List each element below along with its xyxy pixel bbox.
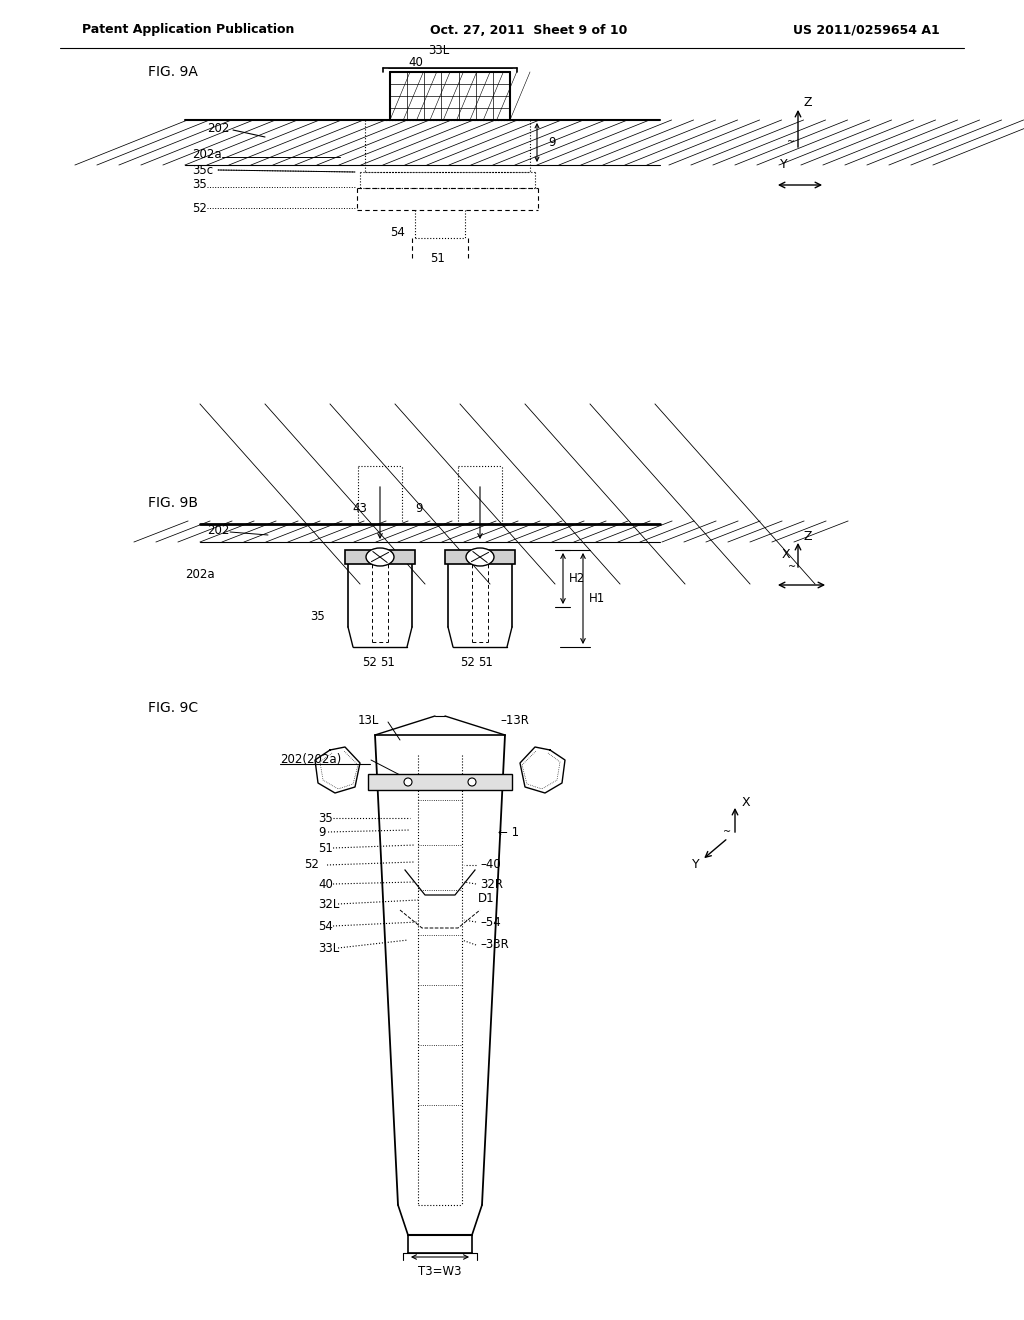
- Text: ← 1: ← 1: [498, 825, 519, 838]
- Text: Oct. 27, 2011  Sheet 9 of 10: Oct. 27, 2011 Sheet 9 of 10: [430, 24, 628, 37]
- Bar: [185, 120, 660, 165]
- Text: Z: Z: [804, 96, 812, 110]
- Text: 202a: 202a: [193, 149, 221, 161]
- Ellipse shape: [366, 548, 394, 566]
- Text: Z: Z: [804, 531, 812, 544]
- Text: Y: Y: [780, 158, 787, 172]
- FancyBboxPatch shape: [445, 550, 515, 564]
- Text: 32R: 32R: [480, 878, 503, 891]
- Text: H1: H1: [589, 593, 605, 606]
- Text: 35: 35: [193, 178, 207, 191]
- Text: D1: D1: [478, 892, 495, 906]
- Text: 32L: 32L: [318, 898, 339, 911]
- Text: 51: 51: [380, 656, 395, 668]
- Text: US 2011/0259654 A1: US 2011/0259654 A1: [794, 24, 940, 37]
- Circle shape: [468, 777, 476, 785]
- Text: 52: 52: [304, 858, 318, 871]
- Text: 33L: 33L: [318, 941, 339, 954]
- Text: 35: 35: [310, 610, 325, 623]
- Circle shape: [404, 777, 412, 785]
- Text: 202: 202: [207, 524, 229, 536]
- Text: 54: 54: [390, 226, 404, 239]
- Text: ~: ~: [787, 137, 795, 147]
- Text: FIG. 9B: FIG. 9B: [148, 496, 198, 510]
- Text: 51: 51: [318, 842, 333, 854]
- Text: T3=W3: T3=W3: [418, 1265, 462, 1278]
- Text: 33L: 33L: [428, 44, 450, 57]
- Text: 9: 9: [318, 825, 326, 838]
- Text: FIG. 9A: FIG. 9A: [148, 65, 198, 79]
- Text: 9: 9: [548, 136, 555, 149]
- Text: –33R: –33R: [480, 939, 509, 952]
- Text: 202: 202: [207, 121, 229, 135]
- Text: 202(202a): 202(202a): [280, 754, 341, 767]
- Text: FIG. 9C: FIG. 9C: [148, 701, 198, 715]
- Text: 40: 40: [408, 55, 423, 69]
- FancyBboxPatch shape: [345, 550, 415, 564]
- Text: 13L: 13L: [358, 714, 379, 726]
- Text: 52: 52: [193, 202, 207, 214]
- Text: 54: 54: [318, 920, 333, 932]
- Text: –40: –40: [480, 858, 501, 871]
- Ellipse shape: [466, 548, 494, 566]
- Text: Patent Application Publication: Patent Application Publication: [82, 24, 294, 37]
- Text: –54: –54: [480, 916, 501, 928]
- Text: X: X: [742, 796, 751, 808]
- Text: 35c: 35c: [193, 164, 213, 177]
- Text: 51: 51: [478, 656, 493, 668]
- Text: ~: ~: [788, 562, 796, 572]
- Text: 51: 51: [430, 252, 444, 264]
- Text: –13R: –13R: [500, 714, 528, 726]
- Text: 9: 9: [415, 502, 423, 515]
- Text: 52: 52: [460, 656, 475, 668]
- Bar: [368, 774, 512, 789]
- Text: ~: ~: [723, 828, 731, 837]
- Text: 40: 40: [318, 878, 333, 891]
- Text: 43: 43: [352, 502, 367, 515]
- Text: X: X: [782, 549, 791, 561]
- Text: H2: H2: [569, 573, 586, 586]
- Text: 52: 52: [362, 656, 377, 668]
- Text: 35: 35: [318, 812, 333, 825]
- Text: 202a: 202a: [185, 569, 215, 582]
- Text: Y: Y: [692, 858, 699, 870]
